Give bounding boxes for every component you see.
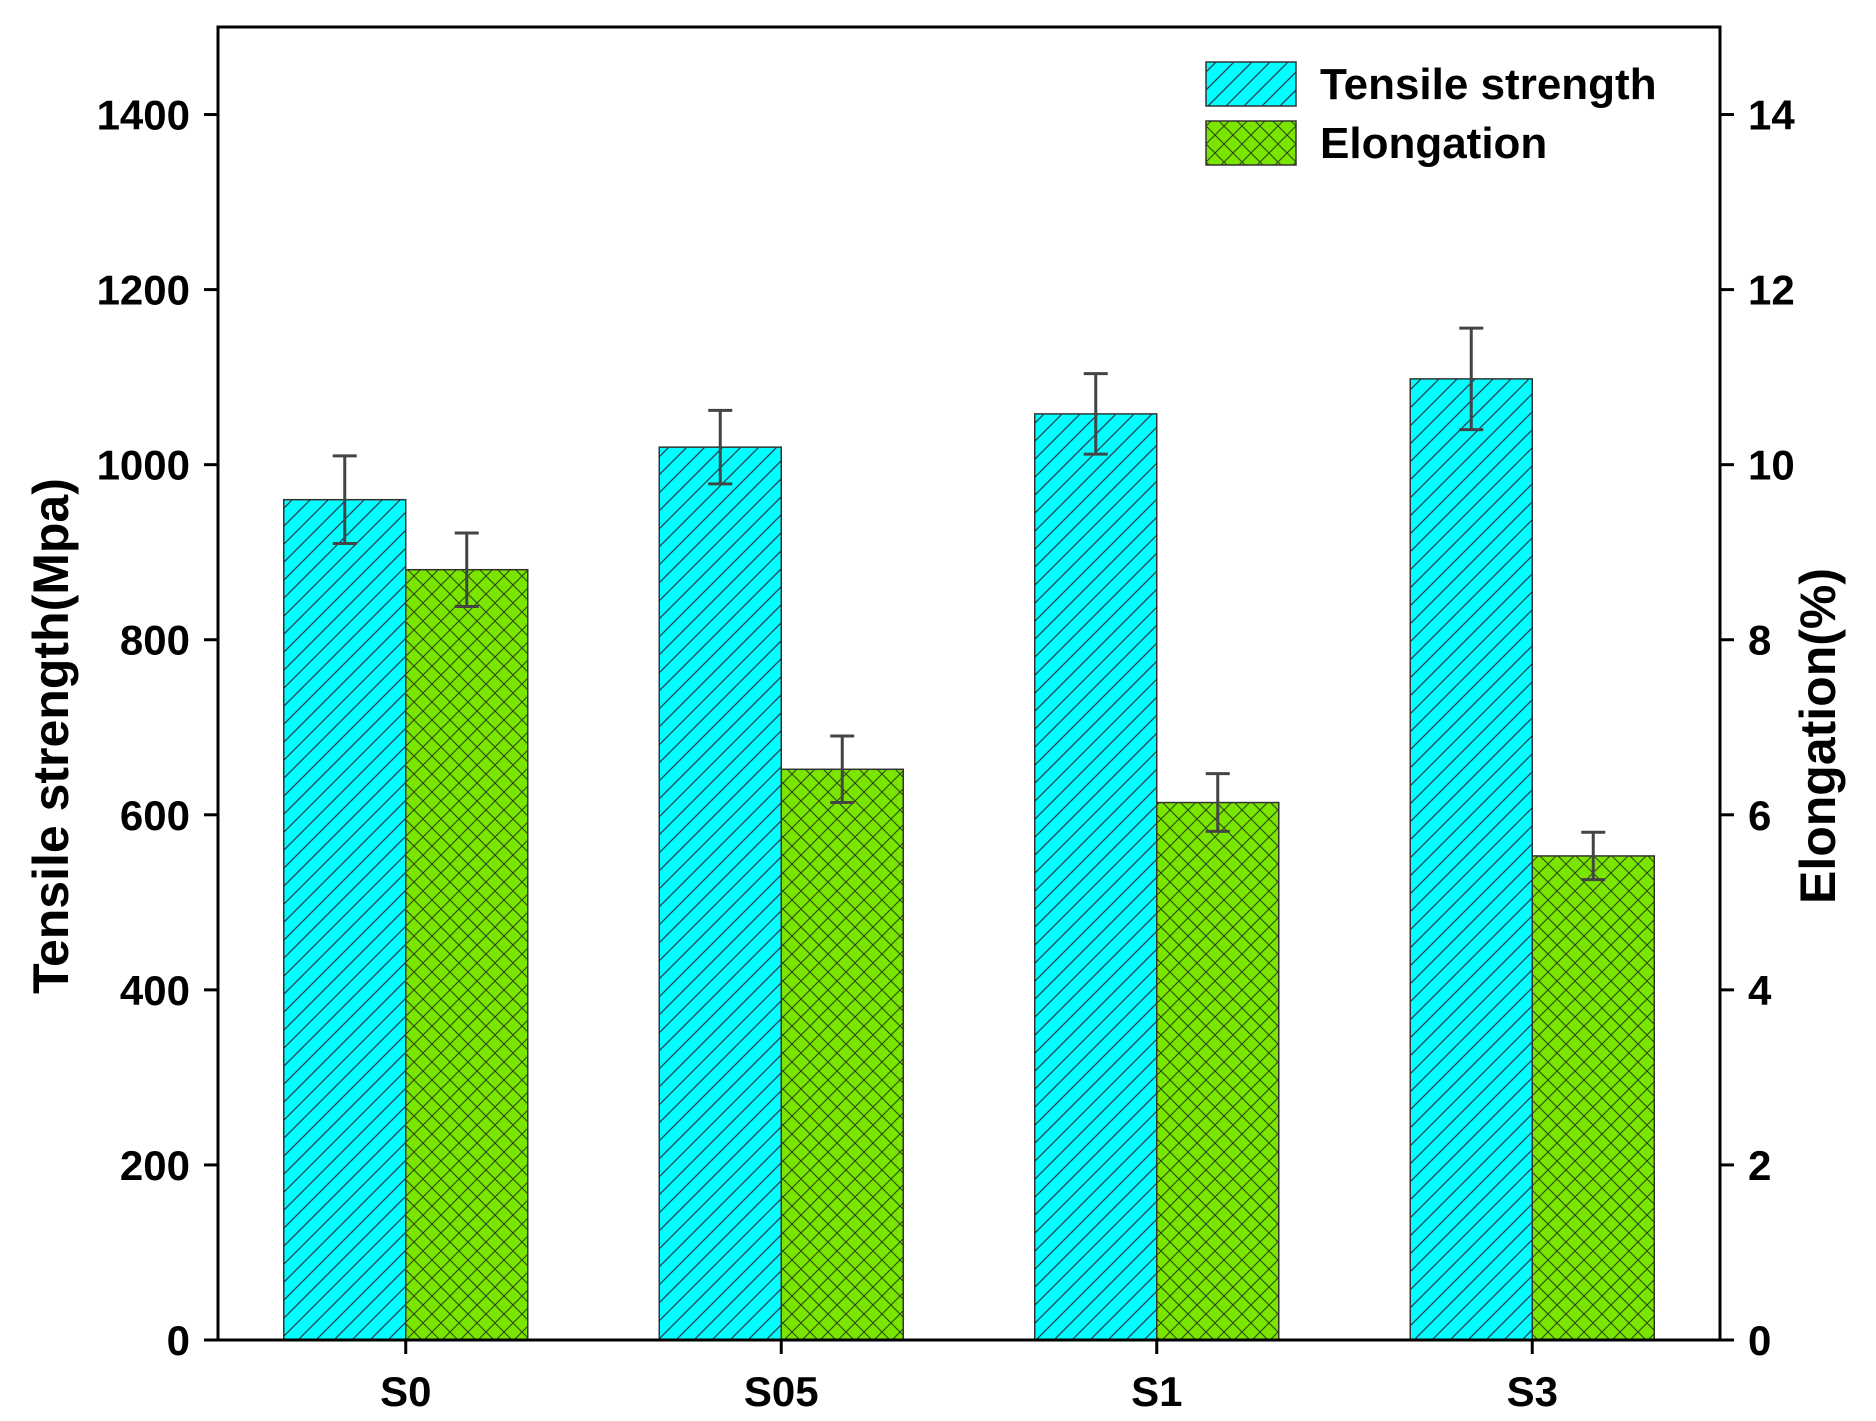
legend-swatch-elongation: [1205, 120, 1297, 166]
y-tick-label-left: 400: [120, 967, 190, 1014]
y-tick-label-left: 1400: [97, 92, 190, 139]
legend-swatch-tensile-strength: [1205, 61, 1297, 107]
y-tick-label-right: 2: [1748, 1142, 1771, 1189]
bar-elongation-s05: [780, 768, 904, 1341]
bar-elongation-s3: [1531, 855, 1655, 1341]
error-bar-tensile-strength-s05: [708, 408, 733, 486]
y-tick-label-right: 6: [1748, 792, 1771, 839]
y-tick-label-right: 14: [1748, 92, 1795, 139]
bar-tensile-strength-s1: [1034, 413, 1158, 1341]
bar-elongation-s0: [405, 568, 529, 1341]
y-tick-label-right: 10: [1748, 442, 1795, 489]
error-bar-tensile-strength-s1: [1083, 372, 1108, 456]
error-bars-layer: [332, 326, 1606, 882]
bar-tensile-strength-s0: [283, 498, 407, 1341]
y-axis-label-left: Tensile strength(Mpa): [23, 478, 79, 994]
bars-layer: [283, 378, 1655, 1341]
bar-elongation-s1: [1156, 801, 1280, 1341]
error-bar-tensile-strength-s0: [332, 454, 357, 545]
y-tick-label-right: 12: [1748, 267, 1795, 314]
error-bar-elongation-s1: [1205, 772, 1230, 833]
y-tick-label-left: 1200: [97, 267, 190, 314]
legend: Tensile strength Elongation: [1205, 60, 1657, 168]
x-tick-label-s3: S3: [1507, 1368, 1558, 1415]
error-bar-elongation-s0: [454, 531, 479, 608]
y-tick-label-left: 800: [120, 617, 190, 664]
bar-tensile-strength-s05: [658, 446, 782, 1341]
y-tick-label-left: 1000: [97, 442, 190, 489]
y-tick-label-right: 0: [1748, 1317, 1771, 1364]
y-tick-label-left: 600: [120, 792, 190, 839]
x-tick-label-s05: S05: [744, 1368, 819, 1415]
x-tick-label-s1: S1: [1131, 1368, 1182, 1415]
legend-label-elongation: Elongation: [1320, 119, 1547, 168]
x-tick-label-s0: S0: [380, 1368, 431, 1415]
y-tick-label-left: 200: [120, 1142, 190, 1189]
y-tick-label-left: 0: [167, 1317, 190, 1364]
error-bar-elongation-s3: [1581, 830, 1606, 882]
error-bar-elongation-s05: [830, 734, 855, 805]
axes-layer: S0 S05 S1 S3 0 200 400 600 800 1000 1200 1400 0 2 4 6 8 1…: [97, 25, 1795, 1415]
bar-tensile-strength-s3: [1409, 378, 1533, 1341]
legend-label-tensile-strength: Tensile strength: [1320, 60, 1657, 109]
y-axis-label-right: Elongation(%): [1790, 568, 1846, 904]
error-bar-tensile-strength-s3: [1459, 326, 1484, 432]
y-tick-label-right: 8: [1748, 617, 1771, 664]
y-tick-label-right: 4: [1748, 967, 1772, 1014]
plot-frame: [216, 25, 1722, 1342]
